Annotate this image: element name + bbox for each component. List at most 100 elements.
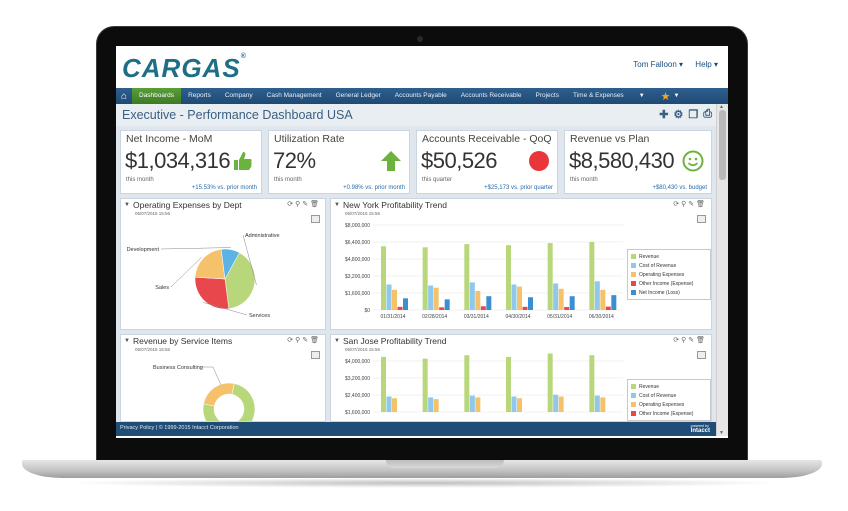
x-tick-label: 03/31/2014 — [464, 314, 489, 320]
favorites-star-icon[interactable]: ★ — [660, 90, 671, 103]
nav-item-general-ledger[interactable]: General Ledger — [335, 92, 381, 99]
kpi-compare: +$25,173 vs. prior quarter — [484, 185, 553, 191]
donut-leader-line — [212, 366, 222, 386]
collapse-caret-icon[interactable]: ▼ — [124, 338, 130, 344]
kpi-compare: +0.98% vs. prior month — [343, 185, 405, 191]
bar-revenue — [506, 245, 511, 310]
bar-other-income-expense- — [397, 306, 403, 310]
kpi-title: Utilization Rate — [274, 133, 345, 145]
export-icon[interactable] — [697, 351, 706, 359]
collapse-caret-icon[interactable]: ▼ — [334, 338, 340, 344]
pie-label: Sales — [155, 285, 169, 291]
kpi-card-revenue-vs-plan[interactable]: Revenue vs Plan $8,580,430 this month +$… — [564, 130, 712, 194]
laptop-base — [22, 460, 822, 478]
kpi-period: this month — [274, 177, 302, 183]
bar-operating-expenses — [475, 290, 481, 310]
cargas-logo[interactable]: CARGAS® — [122, 53, 247, 83]
settings-gear-icon[interactable]: ⚙ — [673, 109, 684, 121]
home-icon[interactable]: ⌂ — [120, 90, 128, 102]
kpi-card-utilization[interactable]: Utilization Rate 72% this month +0.98% v… — [268, 130, 410, 194]
nav-item-projects[interactable]: Projects — [535, 92, 559, 99]
legend-item: Operating Expenses — [631, 400, 707, 409]
bar-operating-expenses — [558, 288, 564, 310]
export-icon[interactable] — [311, 351, 320, 359]
sj-bar-chart: $4,000,000 $3,200,000 $2,400,000 $1,600,000 — [345, 353, 623, 416]
pie-slice — [194, 248, 226, 280]
legend-item: Other Income (Expense) — [631, 279, 707, 288]
y-tick-label: $1,600,000 — [345, 291, 370, 297]
scroll-down-icon[interactable]: ▼ — [719, 430, 724, 436]
help-menu-button[interactable]: Help ▾ — [695, 60, 718, 69]
kpi-period: this quarter — [422, 177, 453, 183]
panel-ny-profitability: ▼ New York Profitability Trend 05/07/201… — [330, 198, 712, 330]
bar-cost-of-revenue — [511, 284, 517, 310]
x-tick-label: 06/30/2014 — [589, 314, 614, 320]
vertical-scrollbar[interactable]: ▲ ▼ — [716, 104, 728, 436]
bar-net-income-loss- — [486, 296, 492, 310]
laptop-notch — [386, 460, 504, 468]
scroll-thumb[interactable] — [719, 110, 726, 180]
x-tick-label: 02/28/2014 — [422, 314, 447, 320]
kpi-title: Net Income - MoM — [126, 133, 213, 145]
x-tick-label: 04/30/2014 — [505, 314, 530, 320]
panel-tools[interactable]: ⟳⚲✎🗑 — [287, 337, 321, 344]
bar-cost-of-revenue — [469, 395, 475, 412]
panel-date: 05/07/2015 15:56 — [135, 347, 171, 352]
copy-icon[interactable]: ❐ — [688, 109, 699, 121]
collapse-caret-icon[interactable]: ▼ — [334, 202, 340, 208]
page-toolbar: ✚ ⚙ ❐ ⎙ — [659, 108, 712, 121]
bar-revenue — [589, 355, 595, 412]
bar-revenue — [547, 353, 553, 412]
kpi-title: Accounts Receivable - QoQ — [422, 133, 552, 145]
pie-leader-line — [170, 256, 202, 288]
panel-header — [331, 199, 711, 211]
laptop-shadow — [60, 478, 788, 488]
legend-item: Cost of Revenue — [631, 391, 707, 400]
favorites-dropdown-icon[interactable]: ▼ — [673, 93, 680, 99]
print-icon[interactable]: ⎙ — [703, 108, 712, 120]
user-menu: Tom Falloon ▾ Help ▾ — [623, 60, 718, 69]
panel-header — [121, 199, 325, 211]
bar-cost-of-revenue — [428, 397, 434, 412]
export-icon[interactable] — [697, 215, 706, 223]
kpi-card-accounts-receivable[interactable]: Accounts Receivable - QoQ $50,526 this q… — [416, 130, 558, 194]
kpi-value: $1,034,316 — [125, 148, 231, 173]
bar-net-income-loss- — [611, 295, 617, 310]
bar-operating-expenses — [433, 399, 439, 412]
panel-date: 05/07/2015 15:56 — [345, 347, 381, 352]
nav-item-accounts-receivable[interactable]: Accounts Receivable — [460, 92, 522, 99]
kpi-card-net-income[interactable]: Net Income - MoM $1,034,316 this month +… — [120, 130, 262, 194]
panel-sj-profitability: ▼ San Jose Profitability Trend 05/07/201… — [330, 334, 712, 422]
nav-item-cash-management[interactable]: Cash Management — [266, 92, 322, 99]
panel-tools[interactable]: ⟳⚲✎🗑 — [673, 201, 707, 208]
panel-tools[interactable]: ⟳⚲✎🗑 — [287, 201, 321, 208]
bar-cost-of-revenue — [511, 396, 517, 412]
arrow-up-icon — [379, 149, 403, 173]
panel-date: 05/07/2015 15:56 — [135, 211, 171, 216]
y-tick-label: $3,200,000 — [345, 274, 370, 280]
nav-item-company[interactable]: Company — [224, 92, 253, 99]
add-icon[interactable]: ✚ — [659, 109, 669, 121]
collapse-caret-icon[interactable]: ▼ — [124, 202, 130, 208]
y-tick-label: $4,000,000 — [345, 359, 370, 365]
scroll-up-icon[interactable]: ▲ — [719, 104, 724, 110]
nav-item-dashboards[interactable]: Dashboards — [132, 88, 182, 104]
panel-tools[interactable]: ⟳⚲✎🗑 — [673, 337, 707, 344]
bar-operating-expenses — [433, 287, 439, 310]
kpi-period: this month — [126, 177, 154, 183]
nav-item-reports[interactable]: Reports — [188, 92, 211, 99]
bar-cost-of-revenue — [553, 283, 559, 310]
nav-item-accounts-payable[interactable]: Accounts Payable — [394, 92, 447, 99]
user-menu-button[interactable]: Tom Falloon ▾ — [633, 60, 684, 69]
bar-other-income-expense- — [522, 306, 528, 310]
x-tick-label: 05/31/2014 — [547, 314, 572, 320]
panel-title: San Jose Profitability Trend — [343, 336, 447, 346]
bar-cost-of-revenue — [386, 396, 392, 412]
nav-item-time-expenses[interactable]: Time & Expenses — [572, 92, 624, 99]
footer-privacy-link[interactable]: Privacy Policy | © 1999-2015 Intacct Cor… — [120, 425, 239, 431]
nav-more-dropdown-icon[interactable]: ▼ — [638, 93, 645, 99]
smiley-icon — [681, 149, 705, 173]
export-icon[interactable] — [311, 215, 320, 223]
pie-label: Development — [127, 247, 160, 253]
